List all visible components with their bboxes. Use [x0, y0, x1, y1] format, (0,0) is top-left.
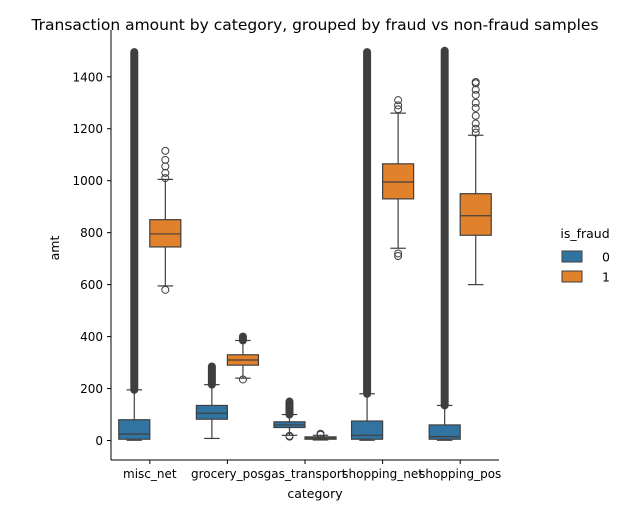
- outlier-band: [238, 332, 247, 345]
- outlier-point: [161, 155, 170, 164]
- y-tick-label: 1000: [72, 174, 103, 188]
- y-tick-label: 1400: [72, 70, 103, 84]
- legend-swatch: [561, 270, 583, 283]
- outlier-point: [161, 168, 170, 177]
- x-tick-label: grocery_pos: [191, 467, 264, 481]
- box: [195, 404, 229, 420]
- outlier-point: [471, 119, 480, 128]
- y-tick-label: 200: [80, 382, 103, 396]
- outlier-point: [161, 285, 170, 294]
- outlier-point: [394, 249, 403, 258]
- x-tick-label: shopping_pos: [419, 467, 501, 481]
- outlier-point: [161, 162, 170, 171]
- outlier-point: [394, 96, 403, 105]
- outlier-band: [285, 397, 294, 419]
- legend-swatch: [561, 250, 583, 263]
- legend-title: is_fraud: [560, 226, 609, 241]
- outlier-point: [394, 101, 403, 110]
- outlier-point: [471, 103, 480, 112]
- outlier-point: [394, 105, 403, 114]
- outlier-point: [471, 111, 480, 120]
- y-tick-label: 600: [80, 278, 103, 292]
- box: [459, 193, 492, 236]
- x-axis-label: category: [287, 486, 343, 501]
- outlier-band: [130, 48, 139, 394]
- legend-label: 1: [602, 270, 610, 285]
- box: [350, 420, 384, 440]
- legend: is_fraud 0 1: [560, 226, 610, 285]
- outlier-point: [471, 124, 480, 133]
- outlier-point: [471, 85, 480, 94]
- x-tick-label: misc_net: [123, 467, 177, 481]
- chart-title: Transaction amount by category, grouped …: [30, 16, 598, 34]
- y-axis-label: amt: [47, 236, 62, 261]
- y-tick-label: 1200: [72, 122, 103, 136]
- y-tick-label: 0: [95, 434, 103, 448]
- outlier-point: [471, 77, 480, 86]
- y-tick-label: 800: [80, 226, 103, 240]
- y-tick-label: 400: [80, 330, 103, 344]
- outlier-band: [363, 48, 372, 398]
- outlier-point: [471, 128, 480, 137]
- outlier-point: [285, 431, 294, 440]
- box: [382, 163, 415, 200]
- outlier-band: [440, 46, 449, 410]
- x-tick-label: shopping_net: [342, 467, 423, 481]
- outlier-point: [161, 174, 170, 183]
- outlier-point: [471, 90, 480, 99]
- outlier-point: [316, 429, 325, 438]
- plot-area: 0 200 400 600 800 1000 1200 1400 misc_net grocery…: [72, 30, 501, 481]
- outlier-point: [161, 146, 170, 155]
- outlier-point: [471, 98, 480, 107]
- legend-label: 0: [602, 250, 610, 265]
- x-tick-label: gas_transport: [264, 467, 347, 481]
- box: [149, 219, 182, 248]
- outlier-point: [394, 252, 403, 261]
- outlier-point: [238, 375, 247, 384]
- outlier-band: [207, 362, 216, 389]
- box: [118, 419, 151, 440]
- box: [428, 424, 461, 440]
